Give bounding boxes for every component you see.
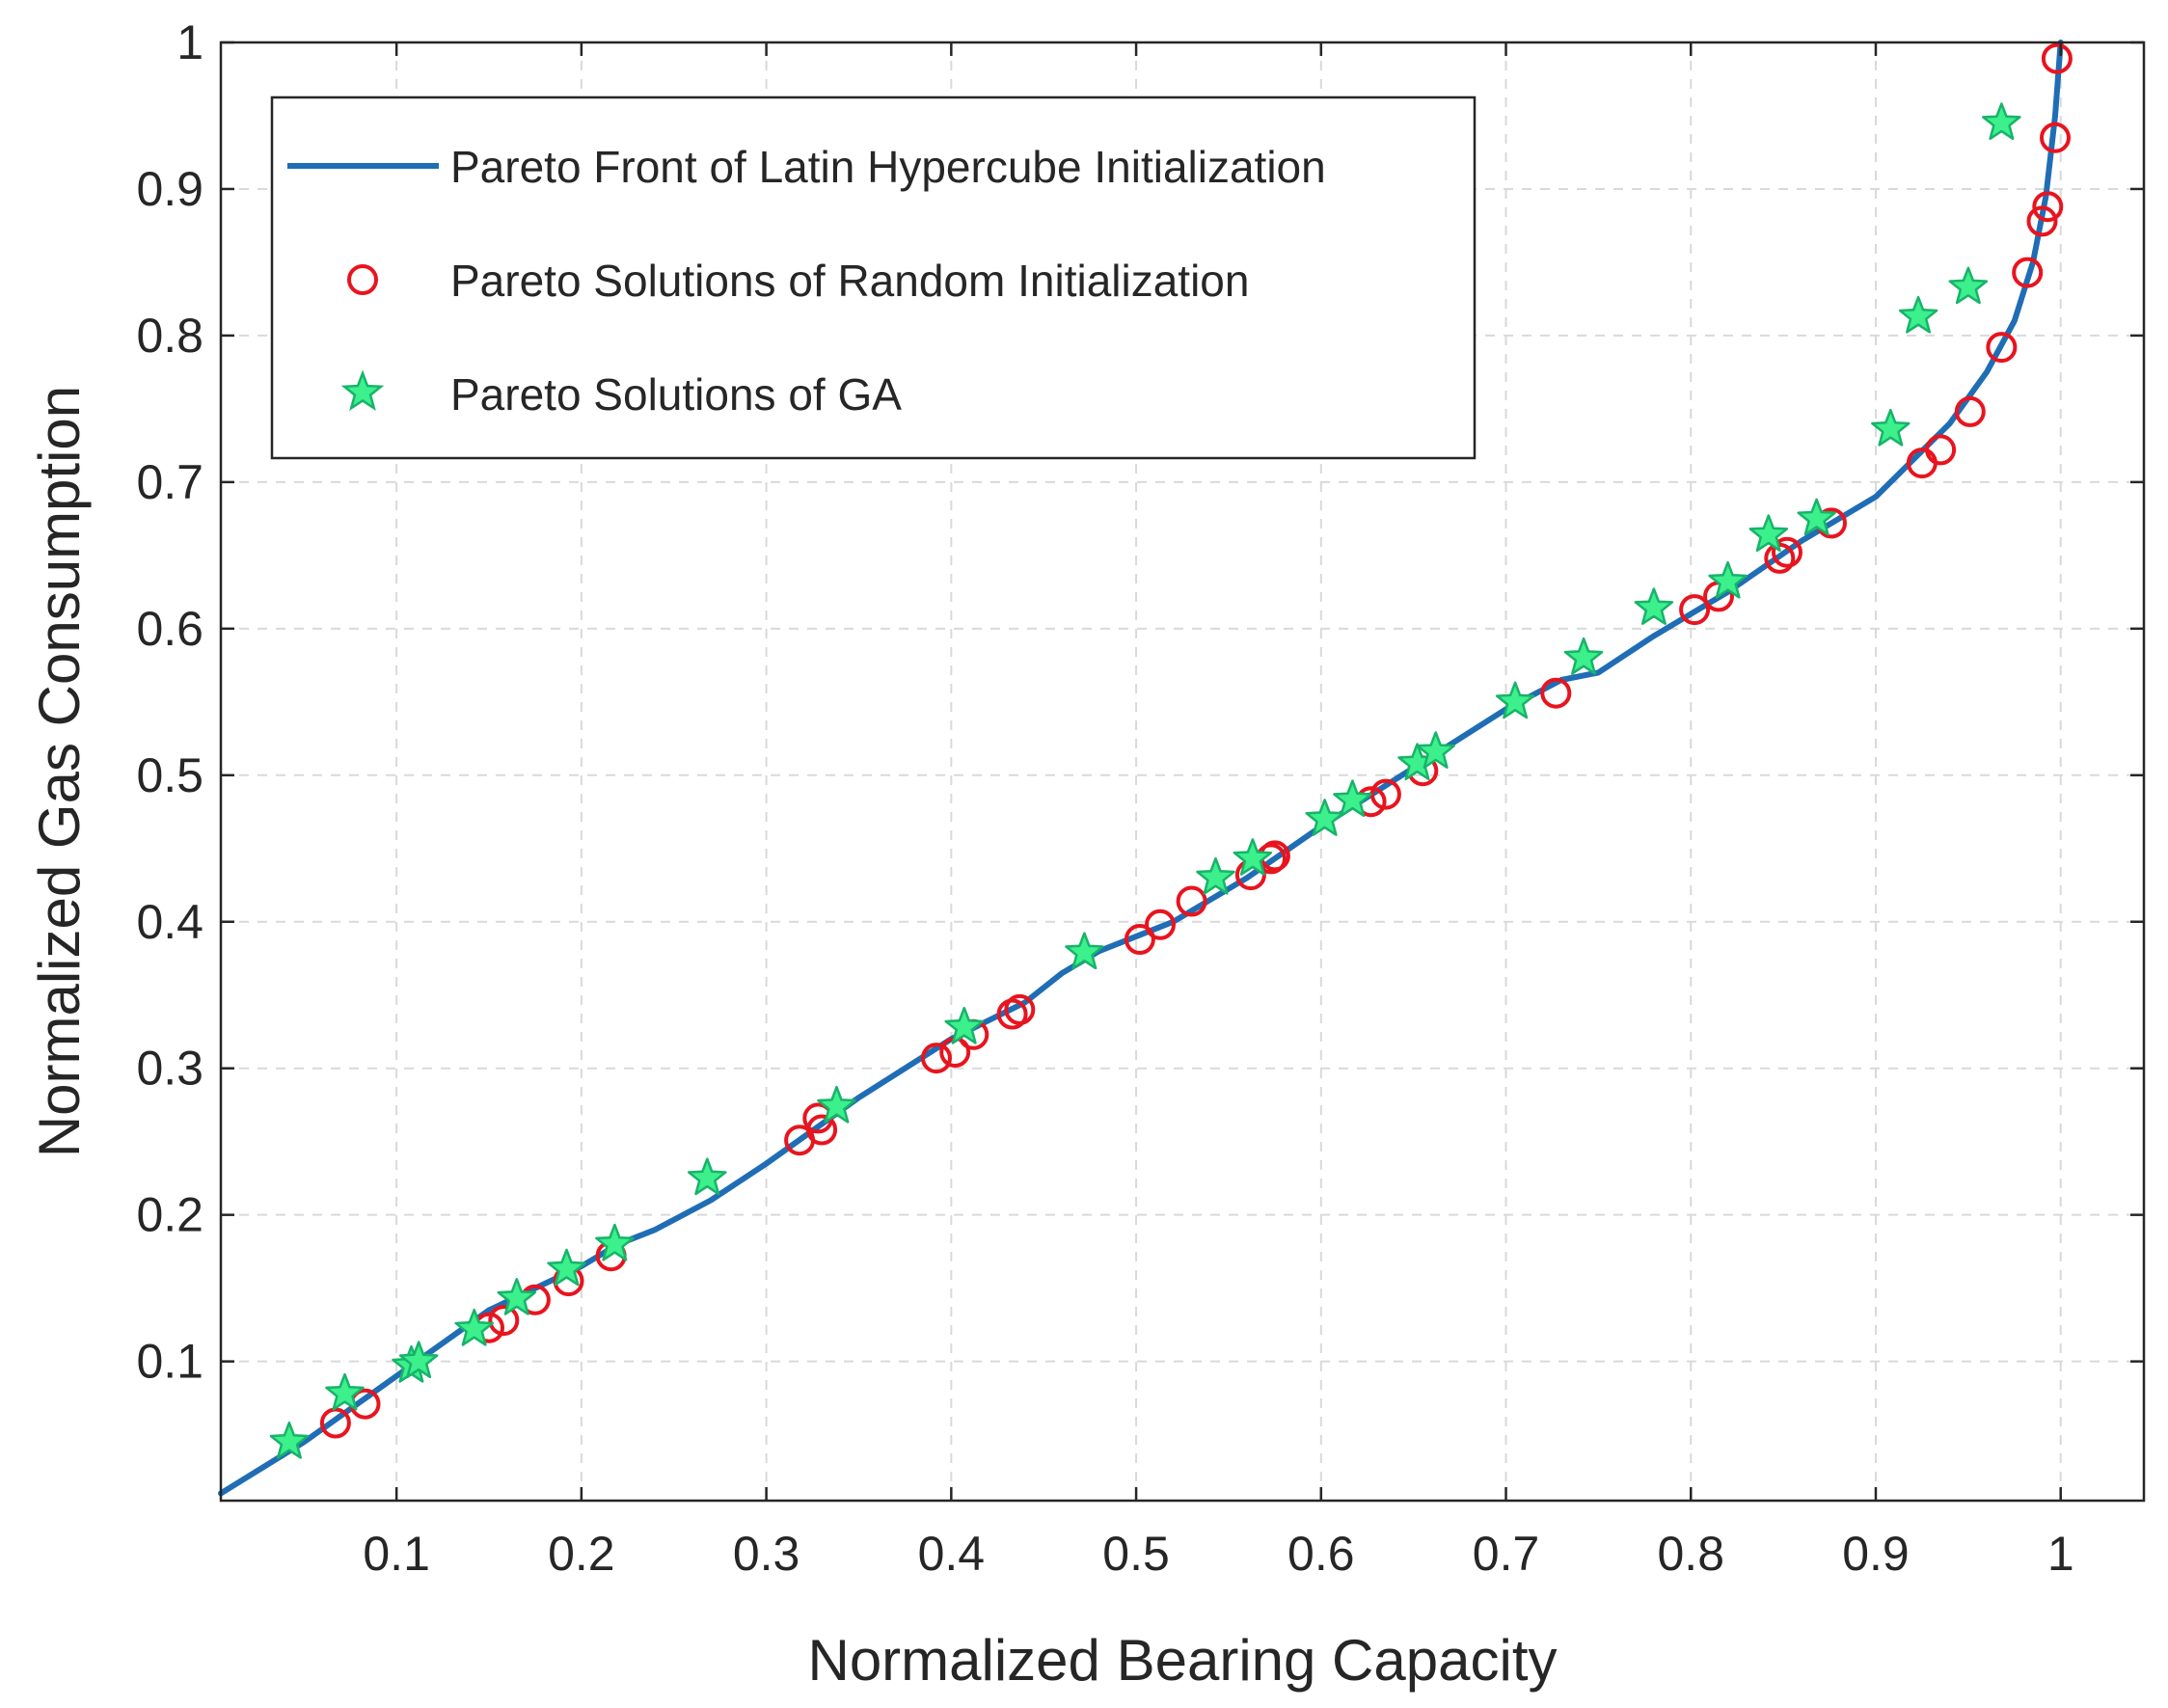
- y-tick-label: 0.4: [136, 895, 203, 949]
- random-solution-point: [1679, 594, 1711, 626]
- ga-solution-point: [1748, 514, 1789, 553]
- x-axis-title: Normalized Bearing Capacity: [807, 1628, 1557, 1693]
- random-solution-point: [921, 1043, 952, 1074]
- random-solution-point: [319, 1407, 351, 1439]
- ga-solution-point: [454, 1308, 494, 1346]
- ga-solution-point: [1797, 498, 1836, 536]
- ga-solution-point: [398, 1341, 439, 1379]
- x-tick-label: 0.2: [548, 1527, 615, 1581]
- legend-box: [270, 95, 1477, 460]
- legend-circle-swatch: [347, 264, 378, 295]
- random-solution-point: [1369, 778, 1401, 810]
- ga-solution-point: [1333, 779, 1372, 818]
- ga-solution-point: [687, 1157, 727, 1196]
- legend-label-front: Pareto Front of Latin Hypercube Initiali…: [450, 142, 1326, 192]
- random-solution-point: [1124, 924, 1155, 955]
- random-solution-point: [1954, 395, 1986, 427]
- ga-solution-point: [547, 1248, 586, 1287]
- random-solution-point: [1764, 542, 1796, 574]
- random-solution-point: [1772, 536, 1802, 568]
- x-tick-label: 0.4: [918, 1527, 986, 1581]
- random-solution-point: [1145, 908, 1176, 940]
- y-tick-label: 0.3: [136, 1042, 203, 1096]
- y-axis-title: Normalized Gas Consumption: [27, 386, 92, 1157]
- ga-solution-point: [269, 1421, 310, 1459]
- legend: Pareto Front of Latin Hypercube Initiali…: [270, 95, 1477, 460]
- x-tick-label: 0.8: [1658, 1527, 1725, 1581]
- ga-solution-point: [1065, 932, 1104, 970]
- axis-ticks: 0.1 0.2 0.3 0.4 0.5 0.6 0.7 0.8 0.9 1 0.1 0.2 0.3 0.4…: [136, 15, 2144, 1581]
- x-tick-label: 0.7: [1473, 1527, 1540, 1581]
- y-tick-label: 0.5: [136, 748, 203, 802]
- ga-solution-point: [1416, 731, 1455, 769]
- legend-label-random: Pareto Solutions of Random Initializatio…: [450, 256, 1249, 306]
- y-tick-label: 0.1: [136, 1335, 203, 1389]
- ga-solution-point: [595, 1223, 635, 1261]
- random-solution-point: [2040, 122, 2071, 153]
- random-solution-point: [1004, 993, 1036, 1025]
- ga-solution-point: [1233, 838, 1273, 876]
- random-solution-point: [1540, 677, 1572, 709]
- ga-solution-point: [1563, 637, 1604, 675]
- y-tick-label: 0.2: [136, 1188, 203, 1242]
- random-solution-point: [488, 1305, 520, 1337]
- y-tick-label: 0.9: [136, 162, 203, 216]
- random-solution-point: [1176, 885, 1207, 917]
- ga-solution-point: [325, 1372, 365, 1411]
- ga-solution-point: [944, 1006, 985, 1044]
- x-tick-label: 0.3: [733, 1527, 800, 1581]
- y-tick-label: 0.6: [136, 602, 203, 656]
- y-tick-label: 0.8: [136, 309, 203, 363]
- legend-star-swatch: [340, 369, 385, 412]
- ga-solution-point: [1708, 560, 1748, 599]
- ga-solution-point: [497, 1278, 537, 1315]
- axes-box: [219, 41, 2146, 1503]
- ga-solution-point: [1948, 266, 1989, 305]
- y-tick-label: 1: [176, 15, 203, 69]
- x-tick-label: 1: [2047, 1527, 2074, 1581]
- random-solution-point: [2012, 257, 2044, 288]
- ga-solution-point: [1634, 587, 1674, 625]
- ga-solution-point: [1495, 681, 1535, 719]
- legend-label-ga: Pareto Solutions of GA: [450, 369, 902, 420]
- random-solution-point: [2026, 205, 2058, 237]
- random-solution-point: [1986, 332, 2018, 364]
- ga-solution-point: [1898, 295, 1938, 334]
- ga-solution-point: [1196, 856, 1235, 895]
- random-solution-point: [2041, 42, 2073, 74]
- x-tick-label: 0.9: [1842, 1527, 1910, 1581]
- ga-solutions-series: [269, 102, 2021, 1459]
- ga-solution-point: [1305, 799, 1344, 836]
- ga-solution-point: [817, 1085, 856, 1124]
- x-tick-label: 0.1: [363, 1527, 430, 1581]
- ga-solution-point: [1871, 408, 1911, 447]
- x-tick-label: 0.6: [1287, 1527, 1355, 1581]
- random-solution-point: [1925, 434, 1957, 466]
- x-tick-label: 0.5: [1102, 1527, 1170, 1581]
- ga-solution-point: [1982, 102, 2021, 141]
- y-tick-label: 0.7: [136, 455, 203, 509]
- random-solution-point: [2032, 191, 2064, 223]
